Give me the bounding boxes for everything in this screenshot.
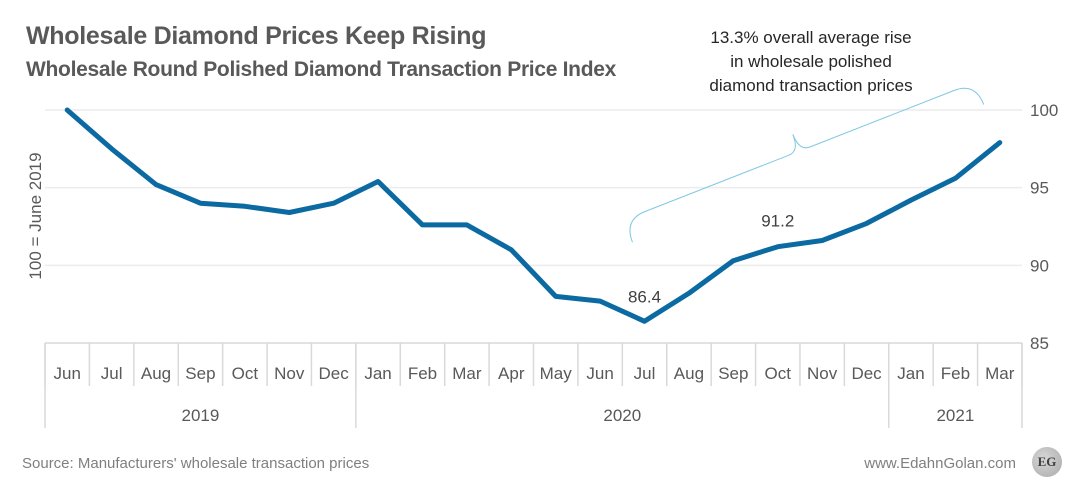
x-tick-label: Jul bbox=[101, 364, 123, 383]
x-tick-label: Aug bbox=[141, 364, 171, 383]
x-tick-label: Jun bbox=[586, 364, 613, 383]
annotation-line-1: 13.3% overall average rise bbox=[710, 28, 912, 47]
gridlines bbox=[45, 109, 1022, 267]
x-tick-label: Jul bbox=[634, 364, 656, 383]
x-tick-label: Oct bbox=[765, 364, 792, 383]
x-tick-label: Dec bbox=[319, 364, 350, 383]
x-tick-label: Nov bbox=[274, 364, 305, 383]
y-tick-label: 85 bbox=[1030, 334, 1049, 353]
year-label: 2020 bbox=[603, 406, 641, 425]
annotation-line-2: in wholesale polished bbox=[730, 52, 892, 71]
chart-subtitle: Wholesale Round Polished Diamond Transac… bbox=[26, 58, 616, 81]
x-tick-label: Sep bbox=[185, 364, 215, 383]
y-axis-ticks: 100 95 90 85 bbox=[1030, 101, 1058, 353]
data-label: 86.4 bbox=[628, 287, 661, 306]
x-tick-label: Aug bbox=[674, 364, 704, 383]
y-tick-label: 90 bbox=[1030, 256, 1049, 275]
series-line-price-index bbox=[64, 107, 1003, 324]
data-labels: 86.4 91.2 bbox=[628, 212, 794, 307]
x-tick-label: Mar bbox=[985, 364, 1015, 383]
x-tick-label: Dec bbox=[851, 364, 882, 383]
annotation-line-3: diamond transaction prices bbox=[709, 76, 913, 95]
x-tick-label: Oct bbox=[232, 364, 259, 383]
y-tick-label: 95 bbox=[1030, 179, 1049, 198]
x-tick-label: Jun bbox=[53, 364, 80, 383]
annotation-bracket bbox=[629, 87, 985, 243]
x-tick-label: Mar bbox=[452, 364, 482, 383]
website-link[interactable]: www.EdahnGolan.com bbox=[864, 455, 1016, 472]
chart-title: Wholesale Diamond Prices Keep Rising bbox=[26, 22, 487, 50]
x-tick-label: Nov bbox=[807, 364, 838, 383]
eg-logo: EG bbox=[1032, 447, 1062, 477]
year-label: 2019 bbox=[182, 406, 220, 425]
x-tick-label: Apr bbox=[498, 364, 525, 383]
y-tick-label: 100 bbox=[1030, 101, 1058, 120]
year-label: 2021 bbox=[936, 406, 974, 425]
x-tick-label: Sep bbox=[718, 364, 748, 383]
x-axis: Jun Jul Aug Sep Oct Nov Dec Jan Feb Mar Apr May Jun J… bbox=[44, 342, 1023, 428]
data-label: 91.2 bbox=[761, 212, 794, 231]
rise-annotation: 13.3% overall average rise in wholesale … bbox=[678, 26, 944, 98]
x-tick-label: Feb bbox=[941, 364, 970, 383]
source-note: Source: Manufacturers' wholesale transac… bbox=[22, 455, 370, 472]
x-tick-label: Jan bbox=[364, 364, 391, 383]
x-tick-label: Feb bbox=[408, 364, 437, 383]
x-tick-label: Jan bbox=[897, 364, 924, 383]
x-tick-label: May bbox=[540, 364, 573, 383]
